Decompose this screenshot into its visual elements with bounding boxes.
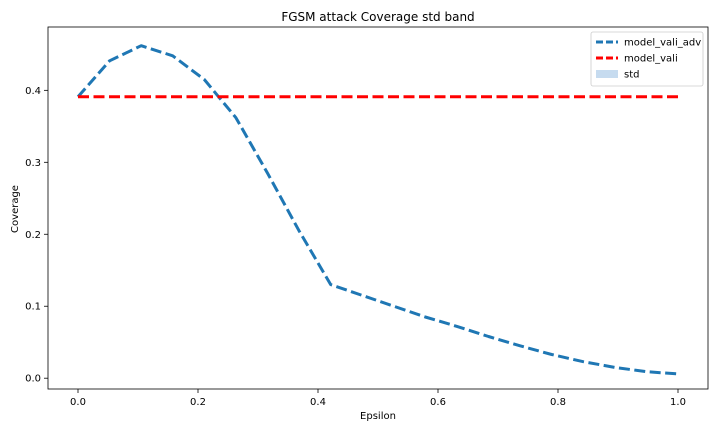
y-tick-label: 0.2	[25, 230, 41, 241]
y-tick-label: 0.1	[25, 302, 41, 313]
axes-frame	[47, 26, 709, 390]
y-tick-label: 0.4	[25, 86, 41, 97]
x-tick-label: 0.8	[550, 397, 566, 408]
legend-swatch-std	[596, 70, 618, 78]
plot-area: 0.0 0.2 0.4 0.6 0.8 1.0 0.0 0.1 0.2 0.3 0.4	[25, 26, 709, 408]
chart-title: FGSM attack Coverage std band	[281, 10, 474, 24]
legend-label-std: std	[624, 70, 639, 81]
x-tick-label: 0.6	[430, 397, 446, 408]
y-tick-label: 0.0	[25, 374, 41, 385]
legend-box	[590, 31, 704, 87]
x-tick-label: 0.4	[310, 397, 326, 408]
y-tick-label: 0.3	[25, 158, 41, 169]
x-tick-label: 1.0	[670, 397, 686, 408]
y-axis-label: Coverage	[10, 185, 21, 233]
series-line-model-vali-adv	[76, 44, 679, 376]
legend-label-model-vali: model_vali	[624, 54, 678, 65]
x-tick-label: 0.2	[190, 397, 206, 408]
legend-label-model-vali-adv: model_vali_adv	[624, 38, 701, 49]
x-tick-label: 0.0	[70, 397, 86, 408]
x-axis-label: Epsilon	[360, 411, 396, 422]
